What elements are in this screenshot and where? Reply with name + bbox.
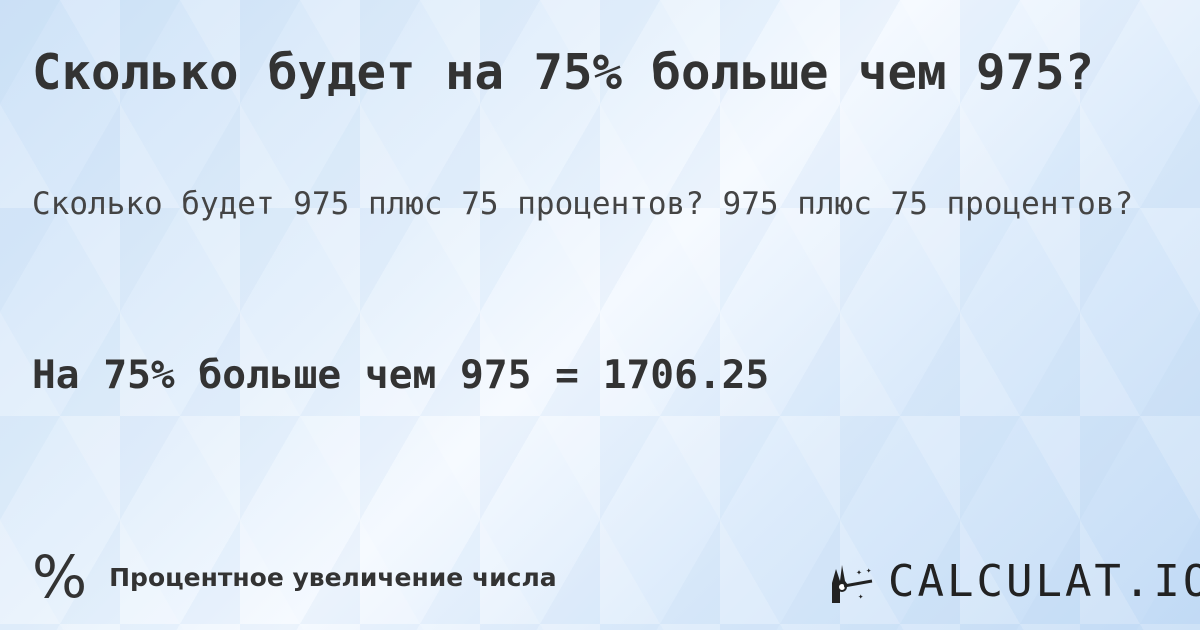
category-label: Процентное увеличение числа <box>109 562 557 592</box>
svg-text:✦: ✦ <box>858 592 864 602</box>
subtitle: Сколько будет 975 плюс 75 процентов? 975… <box>32 186 1134 222</box>
svg-text:✦: ✦ <box>866 566 872 576</box>
logo: ✦ ✦ ✦ CALCULAT.IO <box>828 556 1200 607</box>
svg-text:✦: ✦ <box>856 567 862 578</box>
page-title: Сколько будет на 75% больше чем 975? <box>32 44 1095 101</box>
magic-hand-wand-icon: ✦ ✦ ✦ <box>832 564 873 603</box>
logo-text: CALCULAT.IO <box>888 556 1200 607</box>
footer-category: % Процентное увеличение числа <box>32 548 557 606</box>
percent-icon: % <box>32 543 88 611</box>
result-text: На 75% больше чем 975 = 1706.25 <box>32 352 770 398</box>
